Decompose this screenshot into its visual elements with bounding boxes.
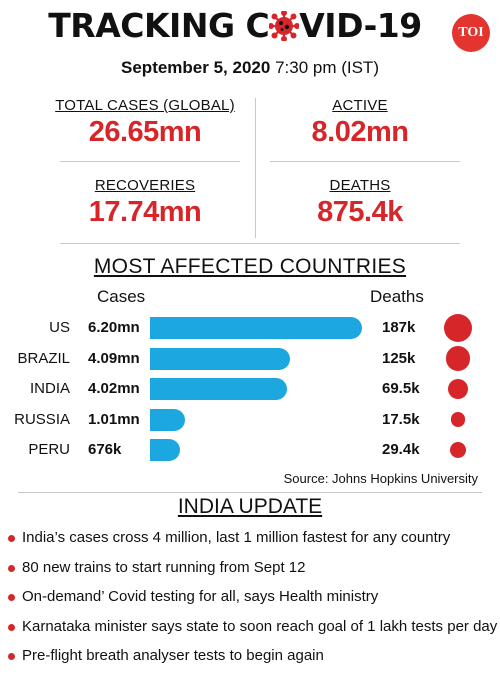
cases-bar [150,347,290,370]
list-item-text: 80 new trains to start running from Sept… [22,558,306,576]
country-label: BRAZIL [17,349,70,367]
deaths-value-label: 29.4k [382,441,420,458]
deaths-value-label: 125k [382,349,416,367]
deaths-column-header: Deaths [370,287,424,306]
list-item-text: Karnataka minister says state to soon re… [22,617,498,635]
stat-label-recoveries: RECOVERIES [94,177,196,194]
dateline: September 5, 2020 7:30 pm (IST) [0,58,500,78]
divider [255,98,256,238]
cases-bar [150,439,180,461]
stat-label-active: ACTIVE [332,97,388,114]
chart-row: BRAZIL 4.09mn 125k [0,344,500,374]
stat-value-active: 8.02mn [311,116,409,148]
chart-row: US 6.20mn 187k [0,313,500,343]
chart-row: RUSSIA 1.01mn 17.5k [0,405,500,435]
bullet-icon [8,653,15,660]
cases-value-label: 6.20mn [88,319,140,336]
coronavirus-icon [269,11,300,41]
chart-row: INDIA 4.02mn 69.5k [0,374,500,404]
list-item: India’s cases cross 4 million, last 1 mi… [8,529,492,546]
list-item: 80 new trains to start running from Sept… [8,558,492,576]
divider [60,243,460,244]
bullet-icon [8,564,15,572]
stat-value-deaths: 875.4k [317,196,403,228]
toi-logo: TOI [452,14,490,52]
cases-value-label: 4.09mn [88,349,140,367]
deaths-dot [450,412,466,427]
cases-column-header: Cases [97,287,146,306]
cases-value-label: 1.01mn [88,410,140,428]
cases-bar [150,378,288,400]
deaths-value-label: 69.5k [382,380,420,397]
country-label: INDIA [29,380,70,397]
deaths-dot [445,346,471,371]
page-title: TRACKING C VID-19 [0,6,470,46]
divider [18,492,482,493]
list-item-text: Pre-flight breath analyser tests to begi… [22,647,324,664]
deaths-value-label: 17.5k [382,410,420,428]
deaths-dot [447,378,469,400]
bullet-icon [8,594,15,601]
deaths-dot [444,314,472,342]
deaths-value-label: 187k [382,319,416,336]
list-item-text: India’s cases cross 4 million, last 1 mi… [22,529,451,546]
country-label: US [49,319,70,336]
cases-bar [150,408,185,431]
stat-value-recoveries: 17.74mn [88,196,202,228]
list-item: Pre-flight breath analyser tests to begi… [8,647,492,664]
stat-label-total-cases: TOTAL CASES (GLOBAL) [55,97,235,114]
cases-value-label: 4.02mn [88,380,140,397]
divider [60,161,240,162]
country-label: PERU [28,441,70,458]
bullet-icon [8,535,15,542]
stat-label-deaths: DEATHS [329,177,391,194]
bullet-icon [8,623,15,631]
divider [270,161,460,162]
title-left: TRACKING C [48,6,270,45]
source-note: Source: Johns Hopkins University [283,471,478,486]
india-update-title: INDIA UPDATE [177,495,323,518]
time: 7:30 pm (IST) [275,58,379,77]
title-right: VID-19 [299,6,422,45]
deaths-dot [450,442,466,458]
cases-value-label: 676k [88,441,122,458]
list-item: Karnataka minister says state to soon re… [8,618,497,635]
cases-bar [150,317,362,339]
list-item: On-demand’ Covid testing for all, says H… [8,588,492,605]
chart-row: PERU 676k 29.4k [0,435,500,465]
country-label: RUSSIA [14,410,70,428]
list-item-text: On-demand’ Covid testing for all, says H… [22,588,379,605]
date: September 5, 2020 [121,58,271,77]
chart-title: MOST AFFECTED COUNTRIES [93,255,407,278]
stat-value-total-cases: 26.65mn [88,116,202,148]
